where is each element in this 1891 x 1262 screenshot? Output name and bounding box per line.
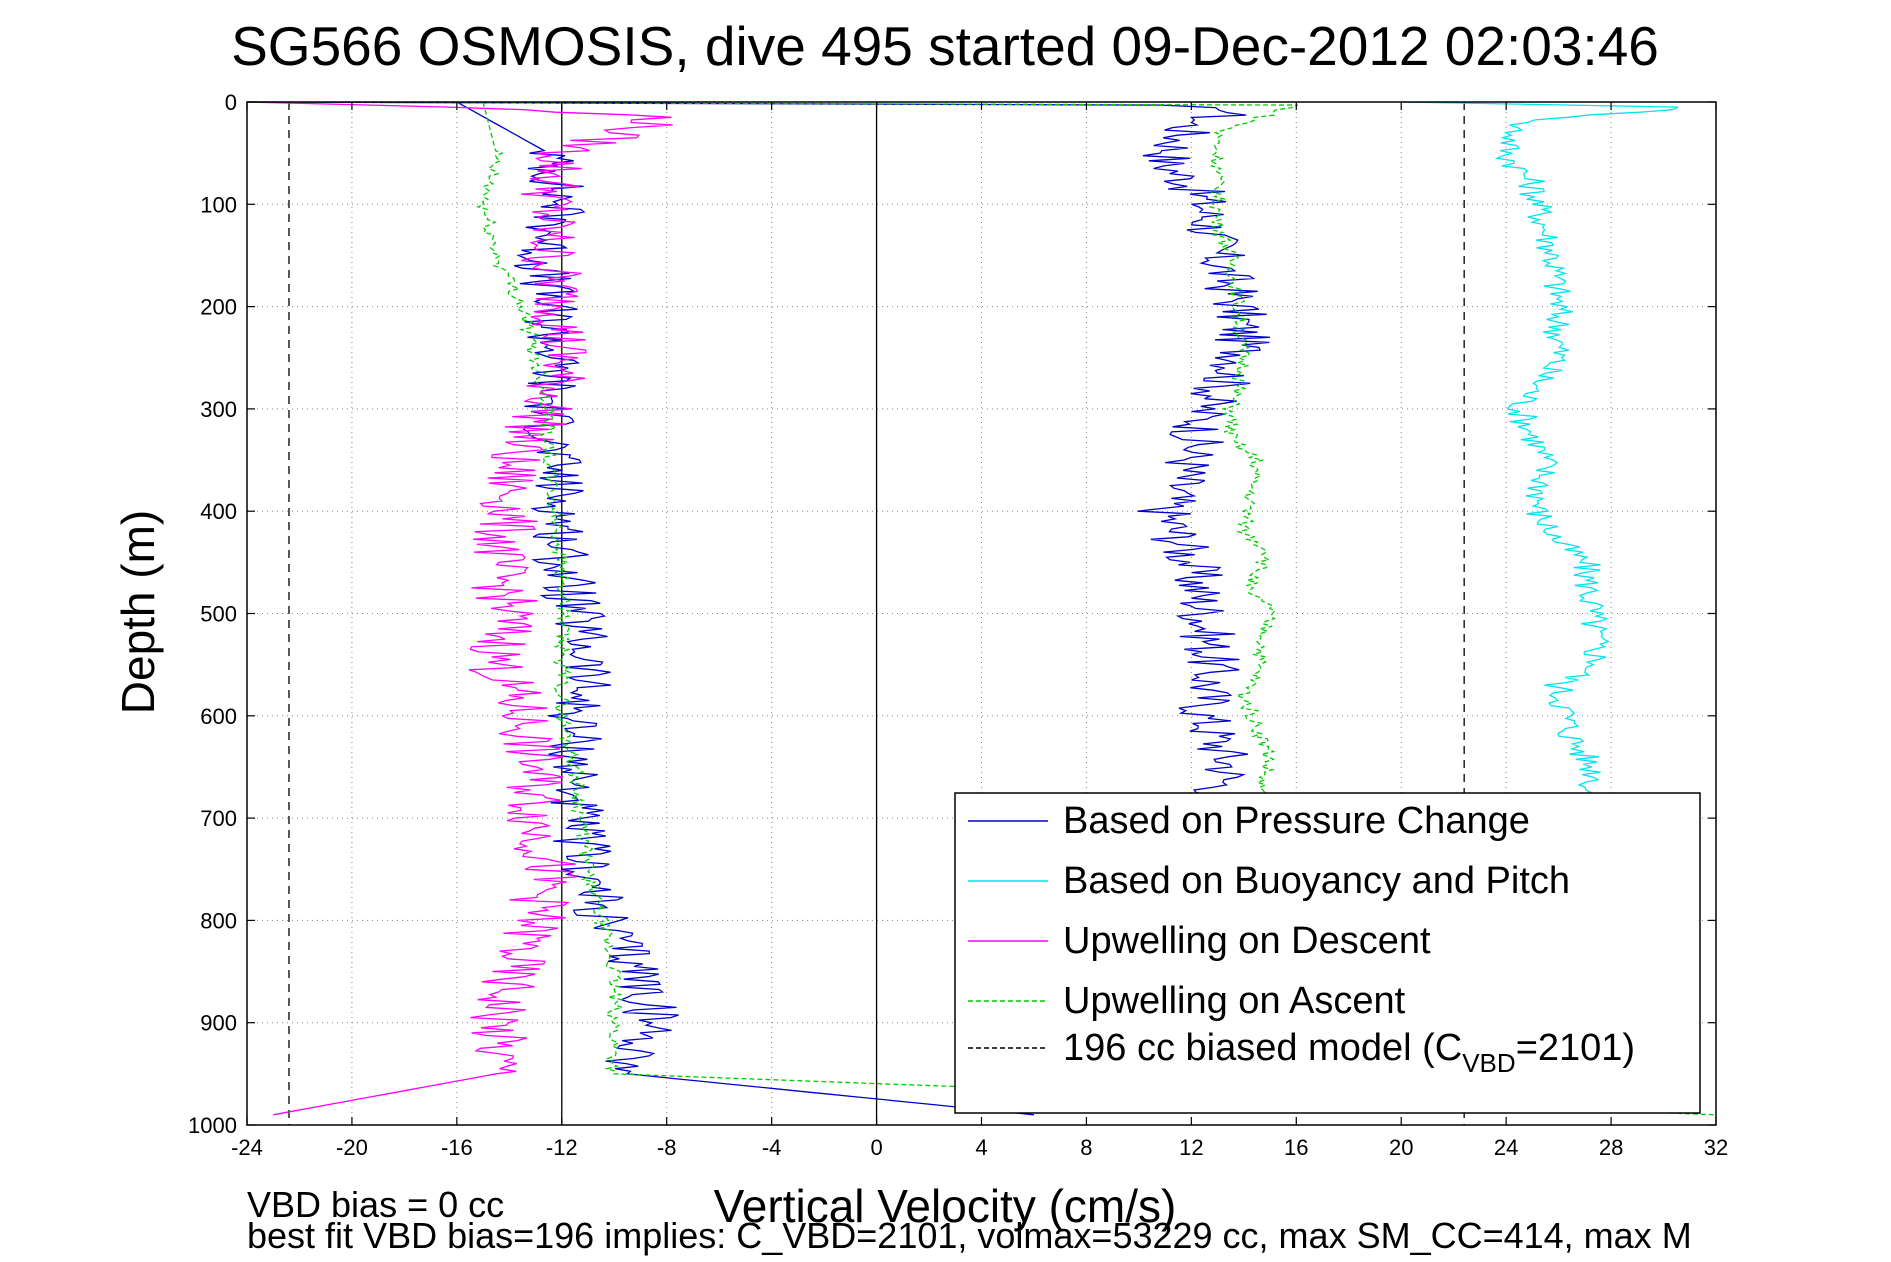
chart-title: SG566 OSMOSIS, dive 495 started 09-Dec-2… — [231, 15, 1659, 77]
series-line-2 — [246, 101, 673, 1116]
y-axis-label: Depth (m) — [112, 510, 164, 714]
x-tick-label: 12 — [1179, 1135, 1203, 1160]
footnote-vbd-bias: VBD bias = 0 cc — [247, 1184, 504, 1225]
x-tick-label: 24 — [1494, 1135, 1518, 1160]
legend: Based on Pressure Change Based on Buoyanc… — [954, 792, 1701, 1114]
series-line-0 — [456, 101, 1035, 1116]
y-tick-label: 500 — [200, 602, 237, 627]
y-tick-label: 400 — [200, 499, 237, 524]
y-tick-label: 900 — [200, 1011, 237, 1036]
x-tick-label: -8 — [657, 1135, 677, 1160]
y-tick-label: 100 — [200, 192, 237, 217]
series-line-3 — [246, 101, 1299, 798]
y-axis-ticks: 0 100 200 300 400 500 600 700 800 900 1000 — [188, 90, 1716, 1138]
y-tick-label: 800 — [200, 908, 237, 933]
y-tick-label: 200 — [200, 295, 237, 320]
x-axis-label: Vertical Velocity (cm/s) — [714, 1180, 1177, 1232]
y-tick-label: 700 — [200, 806, 237, 831]
x-tick-label: 4 — [975, 1135, 987, 1160]
x-tick-label: -4 — [762, 1135, 782, 1160]
x-axis-ticks: -24 -20 -16 -12 -8 -4 0 4 8 12 16 20 24 28 32 — [231, 102, 1728, 1160]
x-tick-label: 20 — [1389, 1135, 1413, 1160]
legend-items: Based on Pressure Change Based on Buoyanc… — [968, 800, 1635, 1078]
legend-label: Based on Pressure Change — [1063, 800, 1530, 842]
legend-label: 196 cc biased model (CVBD=2101) — [1063, 1027, 1635, 1078]
y-tick-label: 0 — [225, 90, 237, 115]
x-tick-label: 16 — [1284, 1135, 1308, 1160]
x-tick-label: 0 — [870, 1135, 882, 1160]
x-tick-label: -20 — [336, 1135, 368, 1160]
series-line-3 — [476, 101, 1717, 1116]
x-tick-label: -16 — [441, 1135, 473, 1160]
x-tick-label: 32 — [1704, 1135, 1728, 1160]
series-lines — [246, 101, 1717, 1116]
y-tick-label: 1000 — [188, 1113, 237, 1138]
series-line-0 — [246, 101, 1270, 799]
y-tick-label: 300 — [200, 397, 237, 422]
x-tick-label: 8 — [1080, 1135, 1092, 1160]
legend-label: Upwelling on Descent — [1063, 920, 1431, 962]
footnote-best-fit: best fit VBD bias=196 implies: C_VBD=210… — [247, 1215, 1692, 1256]
legend-label: Based on Buoyancy and Pitch — [1063, 860, 1570, 902]
x-tick-label: -24 — [231, 1135, 263, 1160]
x-tick-label: -12 — [546, 1135, 578, 1160]
series-line-1 — [1401, 101, 1679, 799]
y-tick-label: 600 — [200, 704, 237, 729]
x-tick-label: 28 — [1599, 1135, 1623, 1160]
legend-box — [954, 792, 1701, 1114]
legend-label: Upwelling on Ascent — [1063, 980, 1406, 1022]
